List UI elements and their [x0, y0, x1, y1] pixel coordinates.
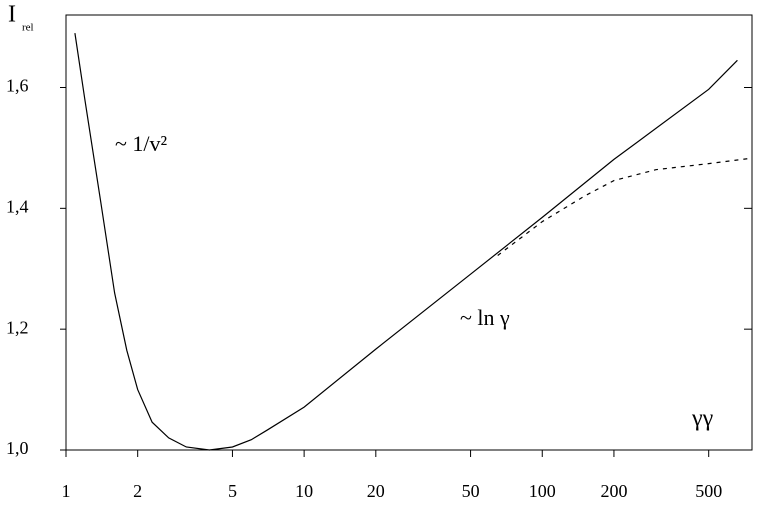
y-tick-label: 1,6: [6, 76, 29, 96]
x-tick-label: 2: [133, 481, 142, 501]
y-tick-label: 1,2: [6, 317, 29, 337]
x-axis-label: γγ: [691, 406, 714, 432]
y-axis-label-sub: rel: [22, 22, 34, 34]
x-tick-label: 10: [295, 481, 313, 501]
y-tick-label: 1,4: [6, 196, 29, 216]
x-tick-label: 200: [600, 481, 627, 501]
x-tick-label: 5: [228, 481, 237, 501]
data-line: [497, 157, 753, 256]
x-tick-label: 500: [695, 481, 722, 501]
x-tick-label: 1: [62, 481, 71, 501]
y-tick-label: 1,0: [6, 438, 29, 458]
plot-frame: [65, 14, 753, 451]
x-tick-label: 20: [367, 481, 385, 501]
y-axis-label: I: [8, 2, 16, 28]
annotation: ~ 1/v²: [115, 131, 168, 156]
data-line: [74, 33, 738, 451]
annotation: ~ ln γ: [460, 305, 510, 330]
x-tick-label: 100: [529, 481, 556, 501]
x-tick-label: 50: [462, 481, 480, 501]
